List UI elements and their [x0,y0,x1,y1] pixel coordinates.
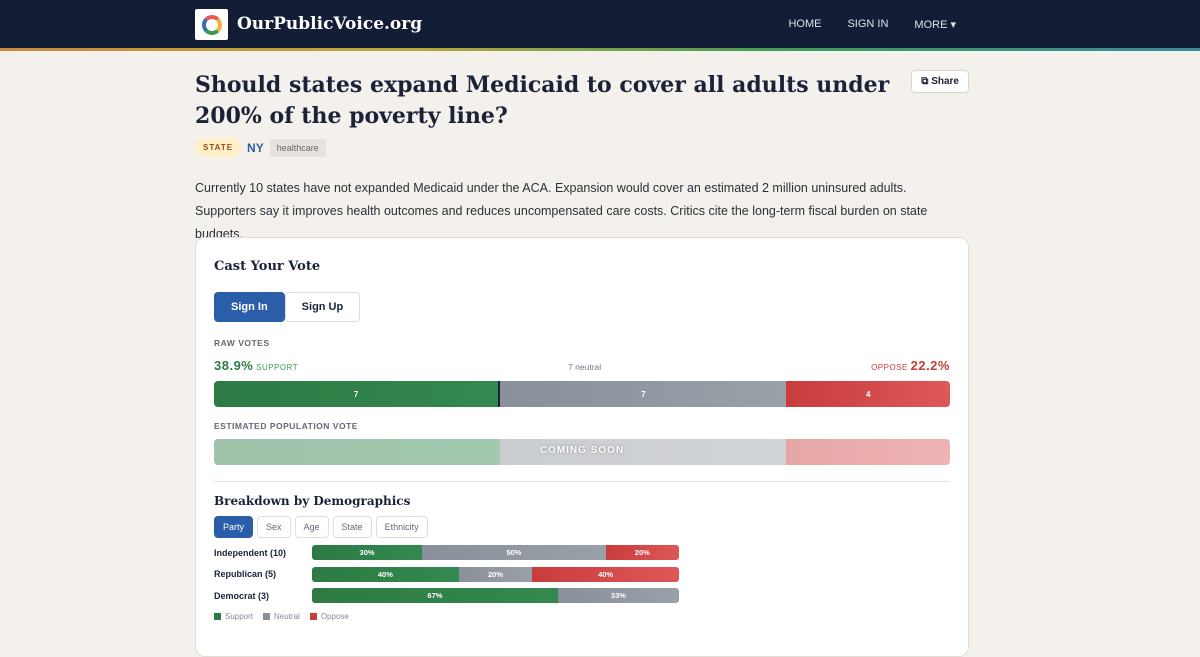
neutral-count: 7 neutral [568,362,602,372]
legend: Support Neutral Oppose [214,612,950,621]
oppose-label: OPPOSE [871,363,908,372]
level-badge: STATE [195,138,242,157]
legend-support: Support [214,612,253,621]
est-oppose-segment [786,439,950,465]
neutral-segment: 33% [557,588,679,604]
demographic-row: Republican (5) 40% 20% 40% [214,564,950,586]
divider [214,481,950,482]
sign-in-button[interactable]: Sign In [214,292,285,322]
legend-neutral: Neutral [263,612,300,621]
page-title: Should states expand Medicaid to cover a… [195,72,890,129]
support-label: SUPPORT [256,363,299,372]
logo-icon [201,14,222,35]
raw-votes-label: RAW VOTES [214,338,270,348]
raw-oppose-segment: 4 [786,381,950,407]
estimated-vote-bar [214,439,950,465]
demographic-row: Independent (10) 30% 50% 20% [214,542,950,564]
demographic-rows: Independent (10) 30% 50% 20% Republican (5) 4… [214,542,950,607]
share-button[interactable]: ⧉ Share [911,70,969,93]
row-label: Democrat (3) [214,590,270,601]
oppose-segment: 40% [532,566,679,582]
legend-oppose: Oppose [309,612,349,621]
est-neutral-segment [500,439,787,465]
tab-sex[interactable]: Sex [257,516,291,538]
support-segment: 30% [312,545,423,561]
site-logo[interactable] [195,9,228,40]
support-segment: 67% [312,588,558,604]
vote-card: Cast Your Vote Sign In Sign Up RAW VOTES… [195,237,969,657]
tab-state[interactable]: State [332,516,372,538]
top-nav: OurPublicVoice.org HOME SIGN IN MORE ▾ [0,0,1200,48]
neutral-segment: 50% [422,545,606,561]
tab-age[interactable]: Age [294,516,329,538]
row-bar: 40% 20% 40% [312,566,679,582]
row-bar: 30% 50% 20% [312,545,679,561]
oppose-segment: 20% [605,545,679,561]
nav-home[interactable]: HOME [788,18,822,30]
vote-title: Cast Your Vote [214,259,321,274]
raw-support-segment: 7 [214,381,501,407]
raw-neutral-segment: 7 [500,381,787,407]
oppose-pct: 22.2% [910,358,950,373]
question-description: Currently 10 states have not expanded Me… [195,181,928,241]
demographics-title: Breakdown by Demographics [214,494,411,508]
row-label: Independent (10) [214,547,287,558]
nav-more[interactable]: MORE ▾ [914,19,956,31]
sign-up-button[interactable]: Sign Up [284,292,361,322]
tab-ethnicity[interactable]: Ethnicity [375,516,428,538]
row-bar: 67% 33% [312,588,679,604]
support-segment: 40% [312,566,459,582]
tab-party[interactable]: Party [214,516,254,538]
row-label: Republican (5) [214,569,277,580]
support-pct: 38.9% [214,358,254,373]
state-tag[interactable]: NY [247,140,264,155]
copy-icon: ⧉ [921,76,932,87]
demographic-row: Democrat (3) 67% 33% [214,585,950,607]
topic-tag[interactable]: healthcare [269,138,326,157]
share-label: Share [931,76,959,87]
nav-sign-in[interactable]: SIGN IN [847,18,889,30]
raw-vote-bar: 7 7 4 [214,381,950,407]
header-stripe [0,48,1200,51]
coming-soon-overlay: COMING SOON [539,445,625,456]
est-support-segment [214,439,501,465]
estimated-label: ESTIMATED POPULATION VOTE [214,421,358,431]
neutral-segment: 20% [458,566,533,582]
brand-name[interactable]: OurPublicVoice.org [237,14,423,34]
